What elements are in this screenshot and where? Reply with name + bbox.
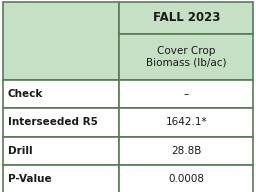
Text: Cover Crop
Biomass (lb/ac): Cover Crop Biomass (lb/ac) — [146, 46, 227, 67]
Text: 0.0008: 0.0008 — [168, 174, 204, 184]
Text: Check: Check — [8, 89, 43, 99]
Text: 28.8B: 28.8B — [171, 146, 201, 156]
Text: Drill: Drill — [8, 146, 32, 156]
Bar — [119, 2, 253, 34]
Bar — [119, 137, 253, 165]
Bar — [119, 80, 253, 108]
Bar — [3, 137, 119, 165]
Text: P-Value: P-Value — [8, 174, 51, 184]
Bar — [119, 108, 253, 137]
Text: –: – — [184, 89, 189, 99]
Bar — [119, 34, 253, 80]
Bar — [119, 165, 253, 192]
Text: FALL 2023: FALL 2023 — [153, 11, 220, 24]
Text: Interseeded R5: Interseeded R5 — [8, 117, 98, 127]
Bar — [3, 165, 119, 192]
Text: 1642.1*: 1642.1* — [166, 117, 207, 127]
Bar — [3, 108, 119, 137]
Bar — [3, 80, 119, 108]
Bar — [3, 2, 119, 80]
